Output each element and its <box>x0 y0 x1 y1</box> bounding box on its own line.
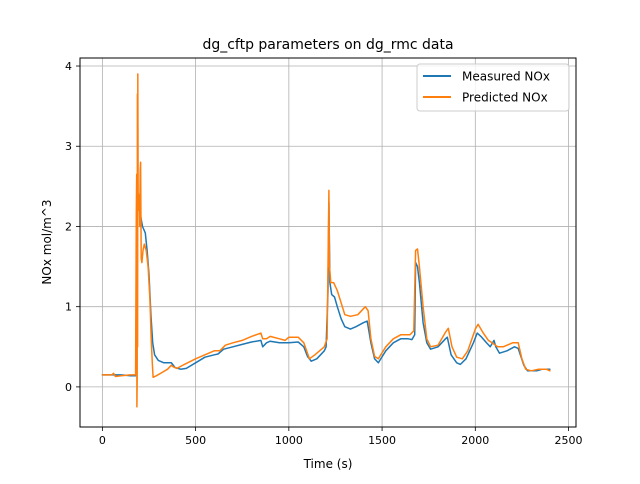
series-line-predicted <box>101 73 551 408</box>
y-tick-label: 3 <box>65 140 72 153</box>
x-axis-label: Time (s) <box>303 457 353 471</box>
y-axis-label: NOx mol/m^3 <box>40 199 54 284</box>
x-axis-ticks: 0 500 1000 1500 2000 2500 <box>99 427 583 447</box>
legend: Measured NOx Predicted NOx <box>416 63 570 112</box>
y-tick-label: 0 <box>65 381 72 394</box>
y-axis-ticks: 0 1 2 3 4 <box>65 60 80 394</box>
legend-label-measured: Measured NOx <box>462 70 550 84</box>
x-tick-label: 1000 <box>275 434 303 447</box>
x-tick-label: 0 <box>99 434 106 447</box>
series-line-measured <box>101 201 551 377</box>
y-tick-label: 1 <box>65 301 72 314</box>
x-tick-label: 500 <box>185 434 206 447</box>
chart-title: dg_cftp parameters on dg_rmc data <box>202 37 453 53</box>
legend-box <box>416 63 570 112</box>
x-tick-label: 2500 <box>555 434 583 447</box>
plot-frame <box>79 57 577 428</box>
legend-label-predicted: Predicted NOx <box>462 91 548 105</box>
series-lines <box>101 73 551 408</box>
x-tick-label: 2000 <box>461 434 489 447</box>
y-tick-label: 2 <box>65 220 72 233</box>
x-tick-label: 1500 <box>368 434 396 447</box>
y-tick-label: 4 <box>65 60 72 73</box>
